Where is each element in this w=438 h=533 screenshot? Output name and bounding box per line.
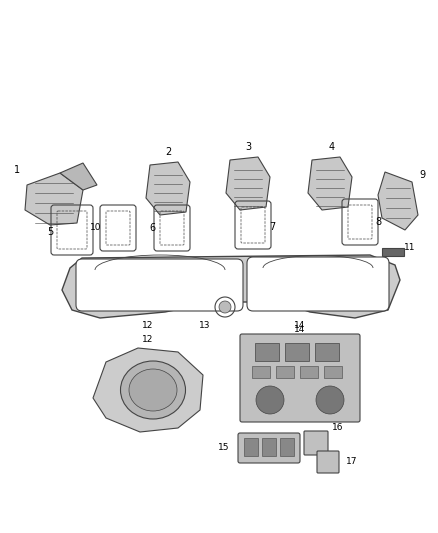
Circle shape	[219, 301, 231, 313]
Bar	[262, 438, 276, 456]
Text: 1: 1	[14, 165, 20, 175]
Text: 2: 2	[165, 147, 171, 157]
Text: 14: 14	[294, 320, 306, 329]
FancyBboxPatch shape	[304, 431, 328, 455]
Ellipse shape	[129, 369, 177, 411]
Text: 4: 4	[329, 142, 335, 152]
Bar	[244, 438, 258, 456]
Text: 3: 3	[245, 142, 251, 152]
Polygon shape	[378, 172, 418, 230]
Text: 12: 12	[142, 320, 154, 329]
Bar	[382, 248, 404, 256]
FancyBboxPatch shape	[238, 433, 300, 463]
Text: 6: 6	[149, 223, 155, 233]
Polygon shape	[25, 173, 83, 225]
Text: 16: 16	[332, 424, 344, 432]
Circle shape	[316, 386, 344, 414]
Bar	[252, 366, 270, 378]
Text: 11: 11	[404, 244, 416, 253]
Text: 9: 9	[419, 170, 425, 180]
Bar	[285, 343, 309, 361]
Text: 13: 13	[199, 320, 211, 329]
Polygon shape	[146, 162, 190, 215]
Circle shape	[256, 386, 284, 414]
Polygon shape	[226, 157, 270, 210]
Bar	[315, 343, 339, 361]
FancyBboxPatch shape	[240, 334, 360, 422]
Text: 10: 10	[90, 223, 102, 232]
Polygon shape	[62, 255, 400, 318]
Text: 8: 8	[375, 217, 381, 227]
Text: 14: 14	[294, 326, 306, 335]
Bar	[276, 366, 294, 378]
Bar	[300, 366, 318, 378]
Text: 7: 7	[269, 222, 275, 232]
Text: 5: 5	[47, 227, 53, 237]
Polygon shape	[93, 348, 203, 432]
Bar	[255, 343, 279, 361]
FancyBboxPatch shape	[247, 257, 389, 311]
Polygon shape	[308, 157, 352, 210]
Bar	[280, 438, 294, 456]
Bar	[324, 366, 342, 378]
Text: 17: 17	[346, 457, 358, 466]
Text: 12: 12	[142, 335, 154, 344]
Ellipse shape	[120, 361, 186, 419]
Text: 15: 15	[218, 443, 230, 453]
Polygon shape	[60, 163, 97, 190]
FancyBboxPatch shape	[317, 451, 339, 473]
FancyBboxPatch shape	[76, 259, 243, 311]
